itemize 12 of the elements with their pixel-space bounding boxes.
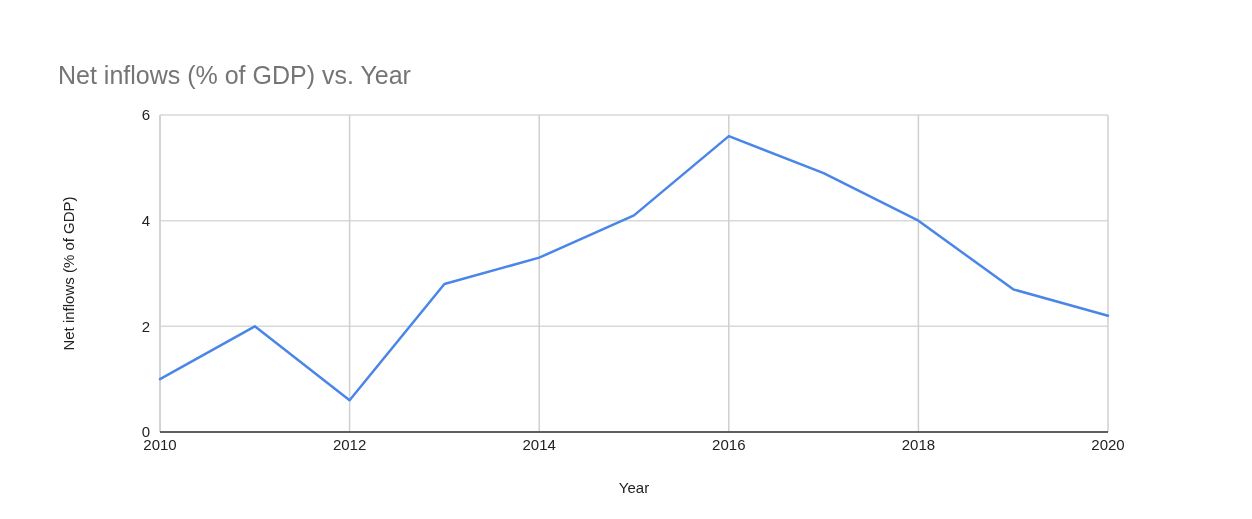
line-series <box>158 134 1110 402</box>
y-axis-title: Net inflows (% of GDP) <box>60 196 77 351</box>
x-tick-label: 2020 <box>1091 436 1125 453</box>
y-tick-label: 4 <box>141 211 150 229</box>
y-tick-label: 2 <box>141 317 150 335</box>
x-tick-label: 2018 <box>901 436 936 453</box>
y-tick-label: 6 <box>141 106 150 124</box>
x-tick-label: 2012 <box>332 436 367 453</box>
x-axis-title: Year <box>618 479 650 496</box>
chart-title: Net inflows (% of GDP) vs. Year <box>58 61 411 89</box>
x-tick-label: 2014 <box>522 436 556 453</box>
x-tick-label: 2016 <box>712 436 746 453</box>
